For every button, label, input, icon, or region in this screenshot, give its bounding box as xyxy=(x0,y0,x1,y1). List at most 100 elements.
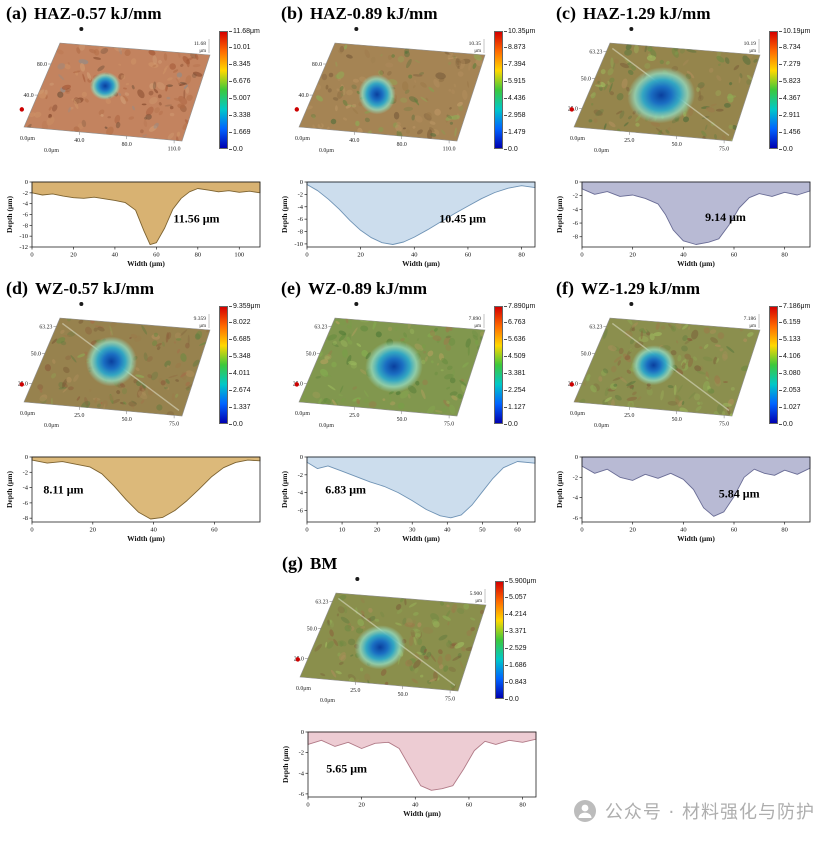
x-tick-label: 80 xyxy=(518,252,525,259)
x-tick-label: 20 xyxy=(629,527,636,534)
surface-axis-label: 75.0 xyxy=(169,421,179,427)
panel-title: (b) HAZ-0.89 kJ/mm xyxy=(279,2,550,25)
colorbar-tick-label: 3.338 xyxy=(229,111,251,119)
colorbar-tick-label: 2.958 xyxy=(504,111,526,119)
surface-origin-label: 0.0μm xyxy=(570,411,585,417)
black-marker-dot xyxy=(354,302,359,307)
x-tick-label: 60 xyxy=(211,527,218,534)
surface-3d-map: 63.2350.025.025.050.075.00.0μm0.0μm7.890… xyxy=(293,302,486,429)
panel-label: (b) xyxy=(281,3,303,23)
surface-axis-label: 63.23 xyxy=(589,324,602,330)
surface-axis-label: 25.0 xyxy=(624,413,634,419)
surface-axis-label: 50.0 xyxy=(306,351,316,357)
colorbar-tick-label: 5.636 xyxy=(504,336,526,344)
y-tick-label: -6 xyxy=(298,216,304,223)
panel-label: (d) xyxy=(6,278,28,298)
y-tick-label: -2 xyxy=(299,750,304,757)
colorbar: 5.900μm 5.057 4.214 3.371 2.529 1.686 0.843 0.0 xyxy=(492,575,542,725)
panel-title-text: HAZ-0.89 kJ/mm xyxy=(310,4,438,23)
surface-row: 80.0 40.0 40.0 80.0 110.0 0.0μm 0.0μm 10.35 μm 10… xyxy=(279,25,550,175)
panel-label: (g) xyxy=(282,553,303,573)
y-tick-label: -12 xyxy=(19,244,28,251)
y-axis-label: Depth (μm) xyxy=(280,196,289,233)
y-tick-label: -2 xyxy=(23,469,28,476)
y-tick-label: -10 xyxy=(19,233,28,240)
watermark-text: 公众号 · 材料强化与防护 xyxy=(604,802,815,823)
colorbar-tick-label: 1.686 xyxy=(505,661,527,669)
surface-axis-label: 75.0 xyxy=(444,421,454,427)
depth-annotation: 5.65 μm xyxy=(326,761,367,775)
surface-origin-label: 0.0μm xyxy=(295,411,310,417)
surface-peak-unit: μm xyxy=(475,599,482,604)
surface-axis-label: 50.0 xyxy=(398,692,408,698)
colorbar-gradient xyxy=(494,31,503,149)
surface-axis-label: 80.0 xyxy=(397,142,407,148)
surface-row: 63.2350.025.025.050.075.00.0μm0.0μm9.359… xyxy=(4,300,275,450)
colorbar-tick-label: 3.371 xyxy=(505,628,527,636)
panel-title-text: HAZ-1.29 kJ/mm xyxy=(582,4,711,23)
surface-axis-label: 80.0 xyxy=(312,62,322,68)
profile-area xyxy=(581,456,811,517)
panel-title: (c) HAZ-1.29 kJ/mm xyxy=(554,2,825,25)
surface-axis-label: 80.0 xyxy=(122,142,132,148)
x-tick-label: 0 xyxy=(306,802,309,809)
surface-peak-unit: μm xyxy=(199,324,206,329)
colorbar-tick-label: 7.394 xyxy=(504,61,526,69)
surface-3d-map: 80.0 40.0 40.0 80.0 110.0 0.0μm 0.0μm 11.68 μm xyxy=(19,27,211,154)
y-axis-label: Depth (μm) xyxy=(5,196,14,233)
surface-origin-label: 0.0μm xyxy=(20,411,35,417)
x-tick-label: 30 xyxy=(409,527,416,534)
colorbar-tick-label: 2.911 xyxy=(779,111,800,119)
y-tick-label: -4 xyxy=(573,495,579,502)
y-tick-label: -2 xyxy=(573,474,578,481)
x-tick-label: 60 xyxy=(731,252,738,259)
colorbar-tick-label: 8.734 xyxy=(779,44,801,52)
colorbar-gradient xyxy=(219,306,228,424)
surface-3d-map: 63.2350.025.025.050.075.00.0μm0.0μm7.186… xyxy=(568,302,761,429)
profile-area xyxy=(31,456,261,520)
red-marker-dot xyxy=(19,382,25,387)
surface-axis-label: 50.0 xyxy=(581,351,591,357)
surface-axis-label: 80.0 xyxy=(37,62,47,68)
colorbar-tick-label: 10.35μm xyxy=(503,27,536,35)
colorbar-gradient xyxy=(769,31,778,149)
surface-axis-label: 25.0 xyxy=(350,688,360,694)
panel-g: (g)BM63.2350.025.025.050.075.00.0μm0.0μm… xyxy=(276,550,551,819)
surface-peak-unit: μm xyxy=(474,49,481,54)
panel-title: (f) WZ-1.29 kJ/mm xyxy=(554,277,825,300)
panel-e: (e)WZ-0.89 kJ/mm63.2350.025.025.050.075.… xyxy=(275,275,550,544)
surface-peak-label: 7.890 xyxy=(469,316,482,322)
x-axis-label: Width (μm) xyxy=(127,534,165,543)
y-tick-label: 0 xyxy=(575,179,578,186)
y-tick-label: -6 xyxy=(299,791,305,798)
colorbar-tick-label: 6.676 xyxy=(229,78,251,86)
colorbar-tick-label: 6.159 xyxy=(779,319,801,327)
y-tick-label: -2 xyxy=(573,193,578,200)
x-tick-label: 40 xyxy=(112,252,119,259)
panel-title: (d) WZ-0.57 kJ/mm xyxy=(4,277,275,300)
surface-axis-label: 50.0 xyxy=(672,417,682,423)
x-tick-label: 20 xyxy=(374,527,381,534)
y-tick-label: 0 xyxy=(25,454,28,461)
y-tick-label: -4 xyxy=(298,204,304,211)
surface-origin-label: 0.0μm xyxy=(320,698,335,704)
colorbar-tick-label: 5.823 xyxy=(779,78,801,86)
x-axis-label: Width (μm) xyxy=(403,809,441,818)
y-tick-label: -10 xyxy=(294,241,303,248)
panel-row-3: (g)BM63.2350.025.025.050.075.00.0μm0.0μm… xyxy=(0,550,827,825)
surface-row: 63.2350.025.025.050.075.00.0μm0.0μm10.19… xyxy=(554,25,825,175)
x-tick-label: 40 xyxy=(412,802,419,809)
surface-axis-label: 63.23 xyxy=(39,324,52,330)
surface-axis-label: 75.0 xyxy=(445,696,455,702)
surface-peak-unit: μm xyxy=(199,49,206,54)
y-tick-label: -8 xyxy=(298,229,303,236)
x-tick-label: 60 xyxy=(465,252,472,259)
surface-origin-label: 0.0μm xyxy=(319,423,334,429)
black-marker-dot xyxy=(629,27,634,32)
colorbar-tick-label: 1.027 xyxy=(779,403,801,411)
colorbar-tick-label: 6.685 xyxy=(229,336,251,344)
x-tick-label: 20 xyxy=(357,252,364,259)
